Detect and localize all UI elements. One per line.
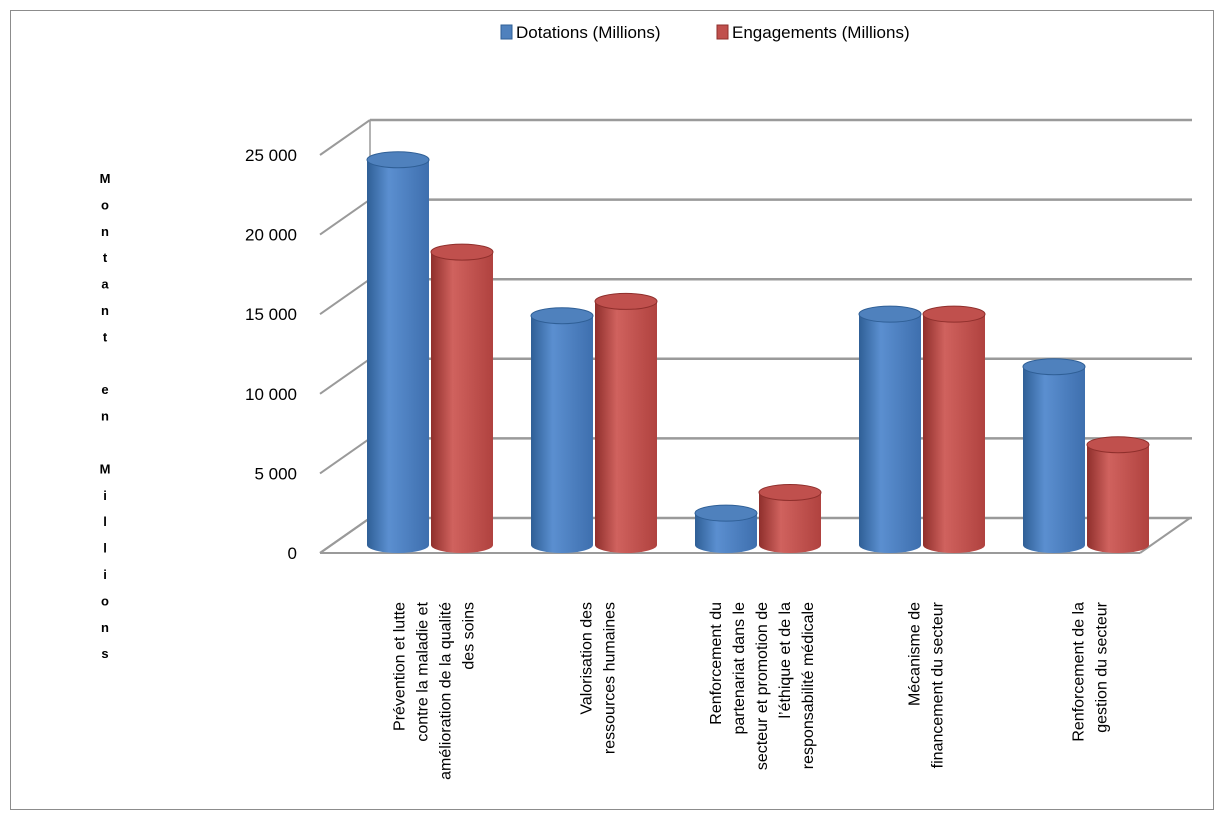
bar-cap bbox=[922, 305, 986, 323]
category-label: Renforcement du partenariat dans le secteu… bbox=[708, 602, 817, 770]
bar-cap bbox=[1022, 358, 1086, 376]
y-axis-label-char: M bbox=[100, 461, 111, 476]
category-label-line: Renforcement de la bbox=[1071, 602, 1088, 742]
y-axis-label-char: s bbox=[101, 646, 108, 661]
y-axis-label-char: o bbox=[101, 197, 109, 212]
y-axis-label-char: i bbox=[103, 488, 107, 503]
gridline-diagonal bbox=[319, 517, 371, 554]
bar-body bbox=[595, 301, 657, 553]
bar-cap bbox=[366, 151, 430, 169]
bar-cap bbox=[1086, 436, 1150, 454]
category-label-line: contre la maladie et bbox=[415, 601, 432, 741]
bar-cap bbox=[858, 305, 922, 323]
category-label-line: Renforcement du bbox=[708, 602, 725, 725]
bar-cap bbox=[530, 307, 594, 325]
legend-label: Engagements (Millions) bbox=[732, 23, 910, 42]
category-label-line: gestion du secteur bbox=[1094, 601, 1111, 732]
bar-body bbox=[695, 513, 757, 553]
y-axis-label-char: n bbox=[101, 409, 109, 424]
legend-label: Dotations (Millions) bbox=[516, 23, 661, 42]
category-label: Renforcement de la gestion du secteur bbox=[1071, 601, 1111, 741]
gridline-diagonal bbox=[319, 198, 371, 236]
y-axis-label-char: o bbox=[101, 593, 109, 608]
bar-body bbox=[759, 492, 821, 553]
y-axis-label-char: e bbox=[101, 382, 108, 397]
category-label: Mécanisme de financement du secteur bbox=[907, 601, 947, 768]
gridline-diagonal bbox=[319, 437, 371, 475]
y-axis-label-char: l bbox=[103, 541, 107, 556]
y-axis-label-char: l bbox=[103, 514, 107, 529]
bar-engagements bbox=[758, 483, 822, 553]
bar-body bbox=[431, 252, 493, 553]
floor-right-edge bbox=[1139, 517, 1191, 554]
category-label-line: Prévention et lutte bbox=[392, 602, 409, 731]
category-label-line: financement du secteur bbox=[930, 601, 947, 768]
bar-cap bbox=[694, 504, 758, 522]
y-axis-label-char: t bbox=[103, 329, 108, 344]
bar-body bbox=[923, 314, 985, 553]
y-axis-label-char: n bbox=[101, 620, 109, 635]
bar-engagements bbox=[922, 305, 986, 553]
bar-dotations bbox=[366, 151, 430, 553]
category-label-line: Valorisation des bbox=[579, 602, 596, 715]
bar-engagements bbox=[430, 243, 494, 553]
category-label-line: Mécanisme de bbox=[907, 602, 924, 706]
legend: Dotations (Millions) Engagements (Million… bbox=[500, 23, 910, 42]
y-axis-label-char: n bbox=[101, 224, 109, 239]
bar-body bbox=[367, 159, 429, 553]
y-axis-ticks: 0 5 000 10 000 15 000 20 000 25 000 bbox=[245, 146, 297, 563]
y-axis-label-char: M bbox=[100, 171, 111, 186]
category-label-line: des soins bbox=[461, 602, 478, 670]
legend-swatch bbox=[716, 24, 729, 40]
legend-item: Engagements (Millions) bbox=[716, 23, 910, 42]
gridline-diagonal bbox=[319, 119, 371, 156]
y-tick-label: 0 bbox=[288, 544, 297, 563]
gridline-diagonal bbox=[319, 278, 371, 316]
legend-item: Dotations (Millions) bbox=[500, 23, 661, 42]
bar-dotations bbox=[530, 307, 594, 553]
category-label: Valorisation des ressources humaines bbox=[579, 602, 619, 754]
y-axis-label-char: a bbox=[101, 277, 109, 292]
bar-body bbox=[859, 314, 921, 553]
y-axis-label-char: t bbox=[103, 250, 108, 265]
bars bbox=[366, 151, 1150, 553]
bar-cap bbox=[758, 483, 822, 501]
bar-dotations bbox=[694, 504, 758, 553]
bar-dotations bbox=[858, 305, 922, 553]
y-tick-label: 25 000 bbox=[245, 146, 297, 165]
bar-cap bbox=[430, 243, 494, 261]
y-axis-label-char: i bbox=[103, 567, 107, 582]
y-axis-label-char: n bbox=[101, 303, 109, 318]
category-label-line: secteur et promotion de bbox=[754, 602, 771, 770]
category-label-line: responsabilité médicale bbox=[800, 602, 817, 769]
y-tick-label: 20 000 bbox=[245, 226, 297, 245]
y-tick-label: 10 000 bbox=[245, 385, 297, 404]
category-label-line: l’éthique et de la bbox=[777, 602, 794, 719]
category-label-line: partenariat dans le bbox=[731, 602, 748, 735]
bar-body bbox=[1087, 444, 1149, 553]
category-label-line: ressources humaines bbox=[602, 602, 619, 754]
bar-body bbox=[1023, 366, 1085, 553]
category-label-line: amélioration de la qualité bbox=[438, 602, 455, 780]
y-tick-label: 5 000 bbox=[254, 464, 297, 483]
bar-cap bbox=[594, 292, 658, 310]
y-tick-label: 15 000 bbox=[245, 305, 297, 324]
bar-engagements bbox=[1086, 436, 1150, 553]
bar-body bbox=[531, 315, 593, 553]
category-labels: Prévention et lutte contre la maladie et a… bbox=[392, 601, 1111, 780]
bar-dotations bbox=[1022, 358, 1086, 553]
gridline-diagonal bbox=[319, 357, 371, 395]
legend-swatch bbox=[500, 24, 513, 40]
category-label: Prévention et lutte contre la maladie et a… bbox=[392, 601, 478, 779]
bar-engagements bbox=[594, 292, 658, 553]
